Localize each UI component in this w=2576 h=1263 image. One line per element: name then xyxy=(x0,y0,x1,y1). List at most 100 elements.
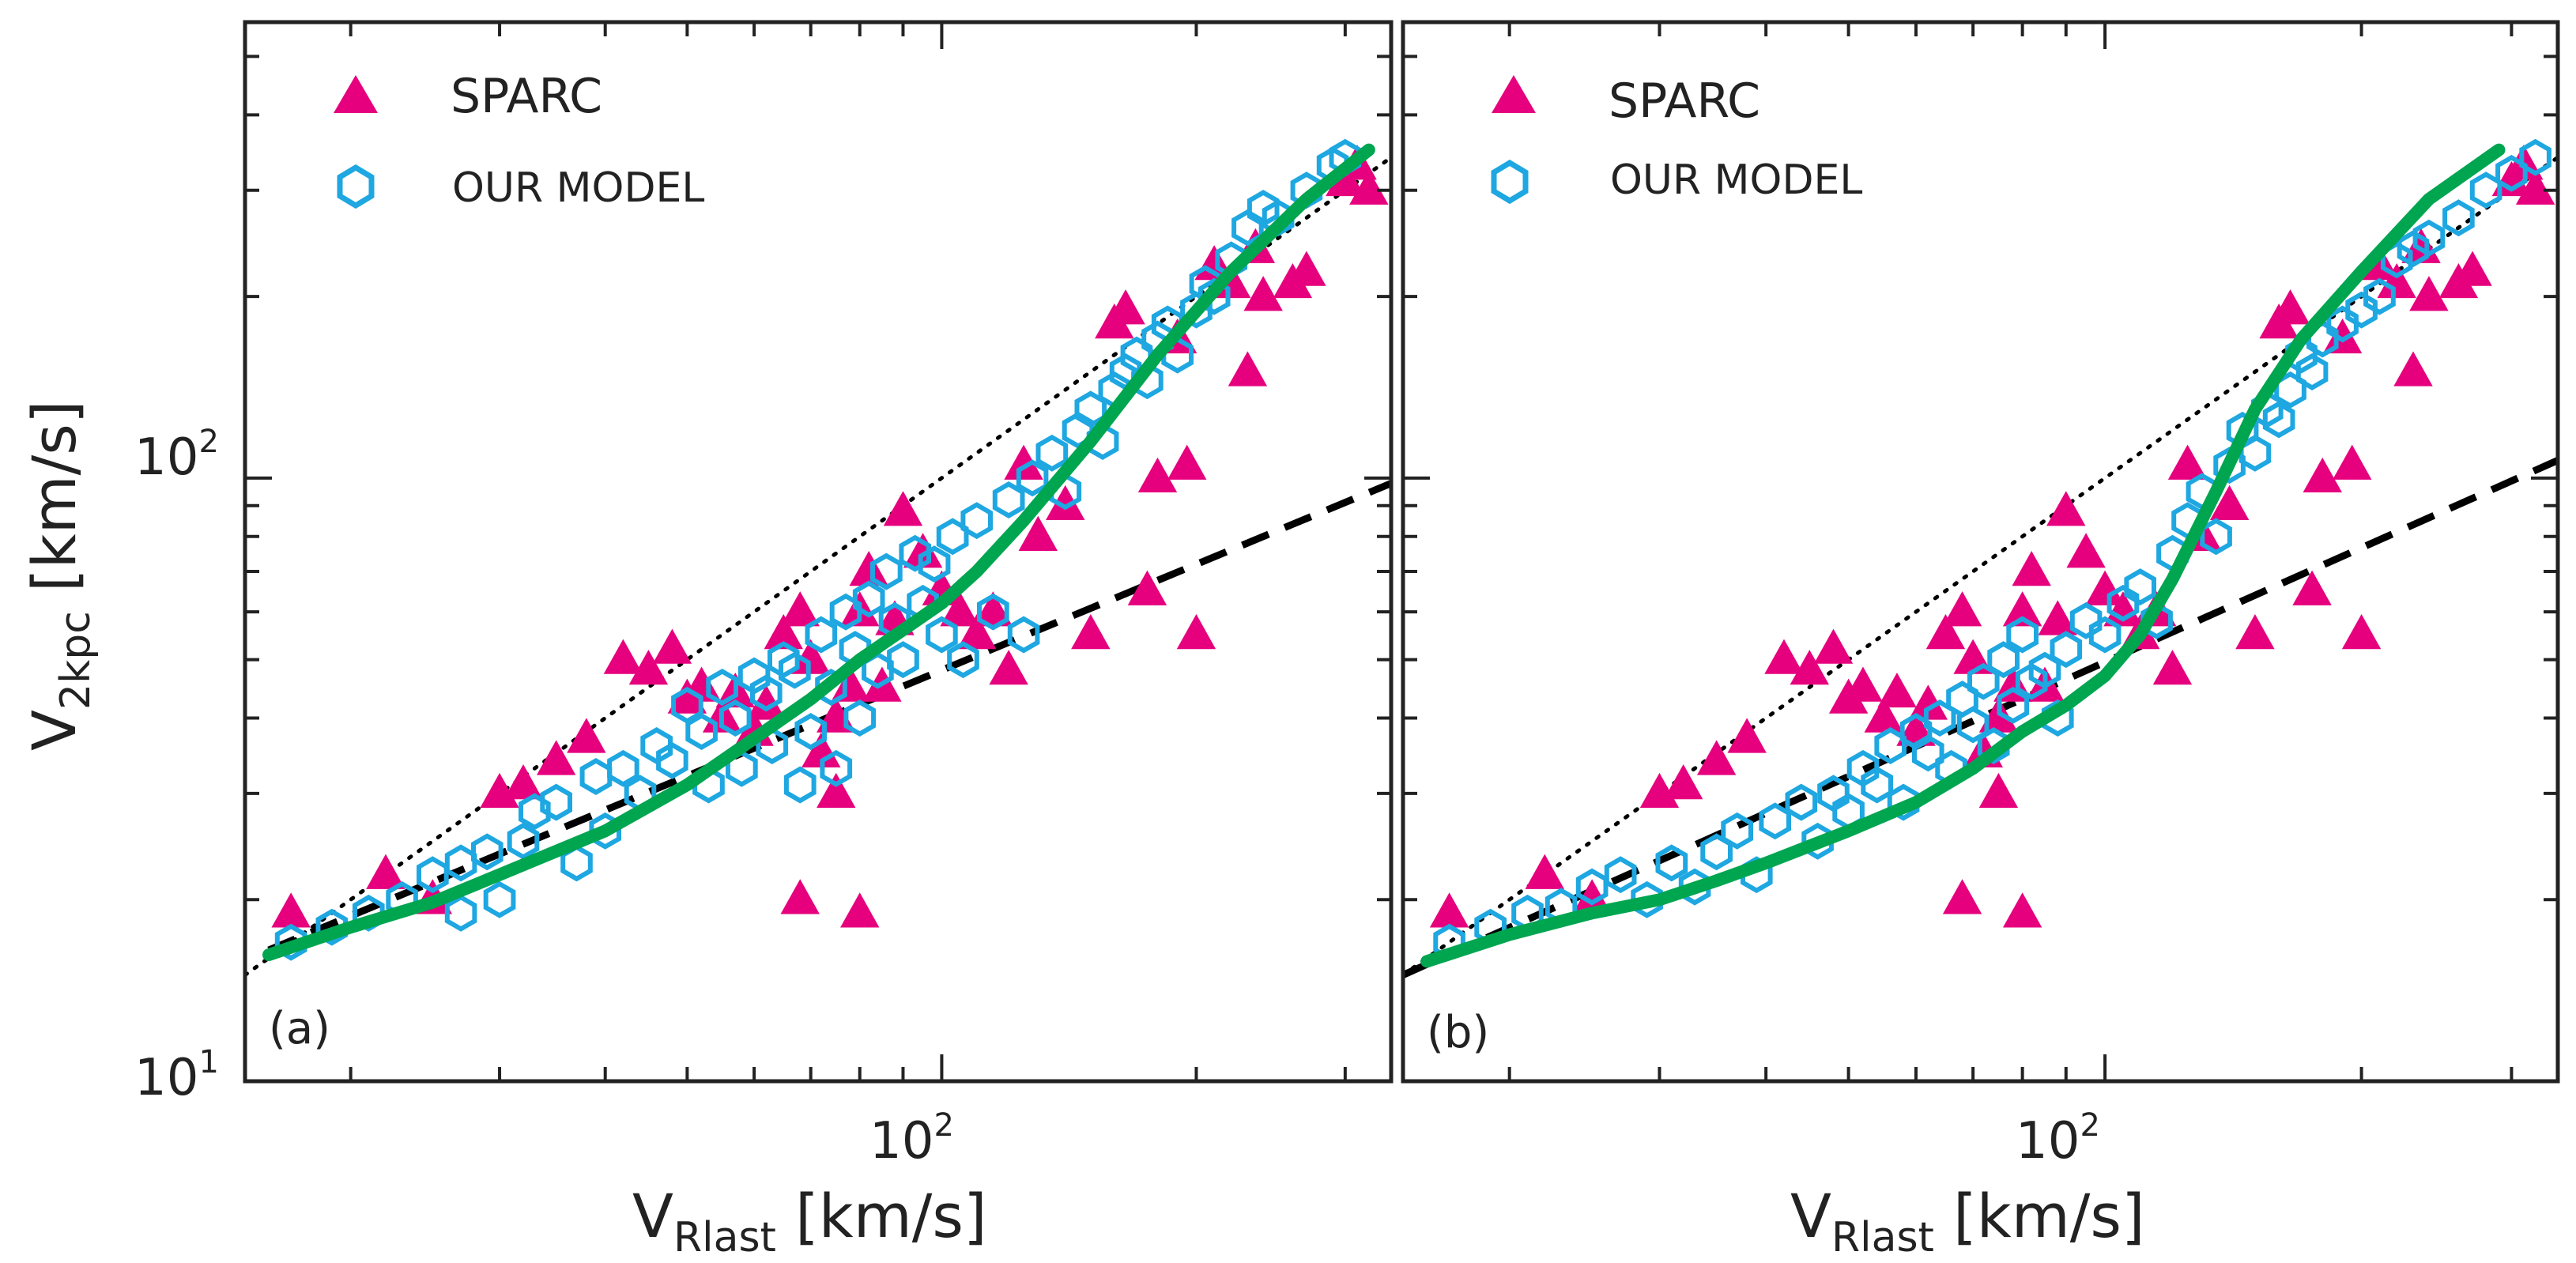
model-point xyxy=(1997,686,2030,724)
legend: SPARC OUR MODEL xyxy=(334,69,704,212)
model-point xyxy=(2285,336,2318,374)
model-point xyxy=(2015,662,2048,700)
sparc-point xyxy=(1942,879,1982,914)
sparc-point xyxy=(2409,276,2449,311)
sparc-point xyxy=(780,591,820,627)
sparc-point xyxy=(1137,457,1178,493)
model-point xyxy=(1721,812,1753,850)
sparc-point xyxy=(2453,251,2492,286)
model-point xyxy=(1912,734,1944,772)
model-point xyxy=(2006,616,2039,654)
model-point xyxy=(274,923,307,961)
model-point xyxy=(992,481,1025,518)
y-tick-label-100: 102 xyxy=(134,424,219,487)
model-point xyxy=(2262,401,2295,439)
sparc-point xyxy=(2152,650,2193,685)
plot-frame xyxy=(243,20,1394,1084)
sparc-point xyxy=(1228,351,1268,386)
model-point xyxy=(805,616,838,654)
legend-label-sparc: SPARC xyxy=(1609,74,1760,129)
legend-hexagon-icon xyxy=(1491,159,1529,205)
legend-label-our-model: OUR MODEL xyxy=(1610,156,1862,204)
sparc-point xyxy=(2393,351,2433,386)
sparc-point xyxy=(1813,628,1854,664)
model-point xyxy=(779,651,811,689)
model-point xyxy=(2050,631,2083,669)
model-point xyxy=(768,641,800,679)
model-point xyxy=(829,593,862,631)
sparc-point xyxy=(831,666,870,702)
model-point xyxy=(2106,584,2140,622)
sparc-point xyxy=(2515,169,2555,205)
model-point xyxy=(1759,802,1791,840)
green-fit-line xyxy=(262,143,1375,962)
sparc-point xyxy=(1864,697,1903,733)
model-point xyxy=(1604,856,1637,894)
sparc-point xyxy=(271,892,311,928)
sparc-point xyxy=(1525,854,1564,889)
model-point xyxy=(1987,641,2020,679)
sparc-point xyxy=(2066,533,2106,568)
model-point xyxy=(471,833,504,871)
model-point xyxy=(1131,362,1164,400)
model-point xyxy=(852,580,885,618)
sparc-point xyxy=(2377,262,2416,299)
sparc-point xyxy=(1018,515,1058,552)
sparc-point xyxy=(1877,672,1917,708)
sparc-point xyxy=(2303,457,2342,493)
model-point xyxy=(820,749,853,787)
sparc-point xyxy=(1127,570,1167,605)
sparc-point xyxy=(2085,570,2125,605)
panel-label: (b) xyxy=(1427,1007,1489,1058)
panel-label: (a) xyxy=(269,1003,330,1054)
panel-b: SPARC OUR MODEL (b) 102 VRlast [km/s] xyxy=(1401,20,2560,1261)
sparc-point xyxy=(1696,740,1737,775)
dotted-line xyxy=(1403,155,2558,978)
model-point xyxy=(1655,844,1688,882)
model-point xyxy=(671,686,703,724)
model-point xyxy=(540,783,572,821)
sparc-point xyxy=(801,732,841,767)
sparc-point xyxy=(1106,289,1145,325)
model-point xyxy=(794,713,827,750)
model-point xyxy=(960,502,993,540)
sparc-point xyxy=(2038,600,2077,635)
x-axis-label: VRlast [km/s] xyxy=(632,1181,987,1261)
model-point xyxy=(2442,199,2475,237)
sparc-point xyxy=(2270,289,2310,325)
model-point xyxy=(1016,459,1049,497)
x-tick-label: 102 xyxy=(869,1107,954,1171)
sparc-point xyxy=(2046,491,2086,526)
green-fit-line xyxy=(1420,143,2506,968)
model-point xyxy=(2041,699,2074,737)
sparc-point xyxy=(817,772,856,809)
model-point xyxy=(750,674,783,712)
model-point xyxy=(2412,219,2446,257)
model-point xyxy=(315,908,349,946)
sparc-point xyxy=(1790,650,1829,685)
model-point xyxy=(2397,230,2430,268)
model-point xyxy=(870,552,903,590)
sparc-point xyxy=(1167,444,1207,480)
model-point xyxy=(1231,209,1264,247)
sparc-point xyxy=(1176,613,1216,650)
sparc-point xyxy=(764,613,803,650)
plot-frame xyxy=(1401,20,2560,1084)
model-point xyxy=(519,793,551,831)
sparc-point xyxy=(2002,892,2042,928)
sparc-point xyxy=(2341,613,2382,650)
sparc-point xyxy=(746,684,786,720)
sparc-point xyxy=(2322,318,2363,354)
sparc-point xyxy=(603,639,643,674)
model-point xyxy=(1861,766,1893,804)
sparc-point xyxy=(2103,591,2143,627)
y-axis-label: V2kpc [km/s] xyxy=(19,400,100,751)
model-point xyxy=(843,699,877,737)
sparc-point xyxy=(1004,444,1043,480)
model-point xyxy=(2363,277,2396,315)
sparc-point xyxy=(2012,551,2051,586)
sparc-point xyxy=(2209,484,2250,520)
model-point xyxy=(718,699,752,737)
sparc-point xyxy=(973,591,1013,627)
